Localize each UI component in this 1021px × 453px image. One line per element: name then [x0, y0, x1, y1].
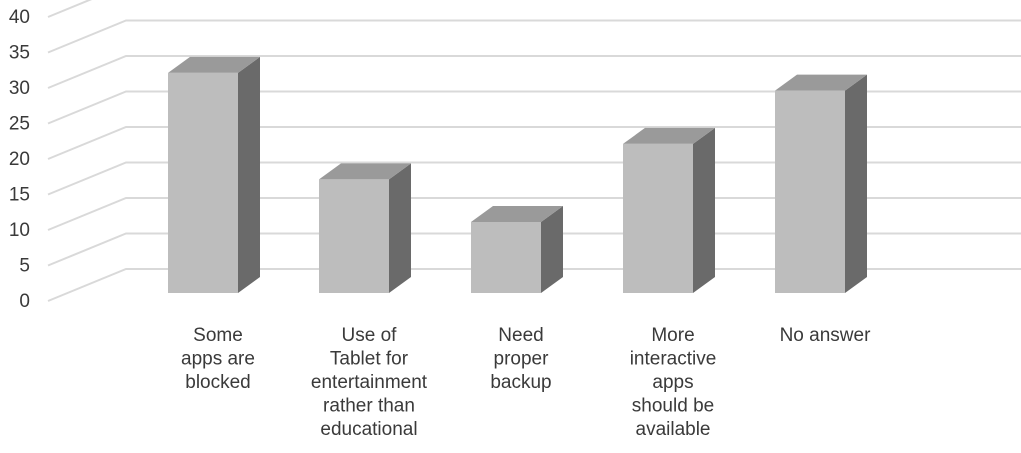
bar-front — [775, 90, 845, 294]
bar-front — [319, 179, 389, 293]
bar — [775, 74, 867, 294]
category-label: More interactive apps should be available — [630, 325, 717, 440]
y-tick-label: 25 — [9, 114, 30, 135]
bar-top — [319, 163, 411, 180]
bar-front — [168, 72, 238, 294]
bar-top — [168, 56, 260, 73]
bar-side — [845, 74, 867, 294]
category-label: Some apps are blocked — [181, 325, 255, 393]
bar-side — [238, 56, 260, 294]
gridline — [47, 90, 1021, 125]
gridline — [47, 232, 1021, 267]
y-tick-label: 5 — [19, 256, 30, 277]
bar-front — [471, 222, 541, 293]
bar-top — [775, 74, 867, 91]
bar-side — [541, 206, 563, 293]
x-axis-category-labels: Some apps are blocked Use of Tablet for enter… — [181, 325, 871, 440]
y-tick-label: 15 — [9, 185, 30, 206]
y-tick-label: 20 — [9, 149, 30, 170]
bars — [168, 56, 867, 294]
category-label: No answer — [780, 325, 871, 346]
bar — [623, 127, 715, 294]
bar-top — [471, 206, 563, 222]
bar-front — [623, 143, 693, 293]
y-tick-label: 40 — [9, 7, 30, 28]
gridline — [47, 268, 1021, 302]
y-tick-label: 30 — [9, 78, 30, 99]
bar-side — [389, 163, 411, 293]
y-axis-tick-labels: 0 5 10 15 20 25 30 35 40 — [9, 7, 30, 312]
bar — [319, 163, 411, 293]
bar — [168, 56, 260, 294]
gridlines — [47, 0, 1021, 302]
gridline — [47, 55, 1021, 89]
gridline — [47, 197, 1021, 231]
category-label: Use of Tablet for entertainment rather than… — [311, 325, 428, 440]
category-label: Need proper backup — [490, 325, 551, 393]
y-tick-label: 10 — [9, 220, 30, 241]
y-tick-label: 35 — [9, 43, 30, 64]
bar — [471, 206, 563, 293]
gridline — [47, 0, 93, 18]
bar-top — [623, 127, 715, 144]
y-tick-label: 0 — [19, 291, 30, 312]
gridline — [47, 19, 1021, 54]
gridline — [47, 161, 1021, 196]
gridline — [47, 126, 1021, 160]
bar-side — [693, 127, 715, 294]
